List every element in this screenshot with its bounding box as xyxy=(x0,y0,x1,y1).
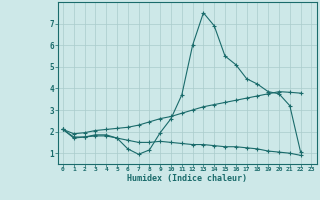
X-axis label: Humidex (Indice chaleur): Humidex (Indice chaleur) xyxy=(127,174,247,183)
